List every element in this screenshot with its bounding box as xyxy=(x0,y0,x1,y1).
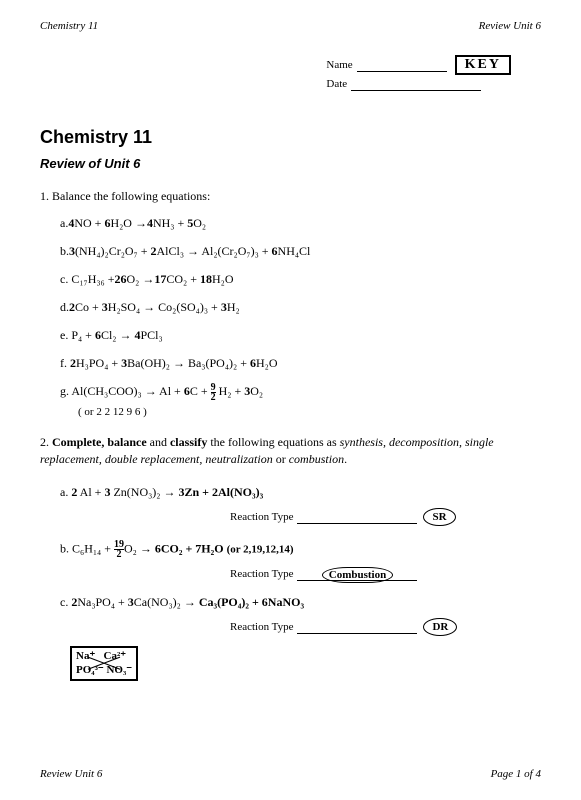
rt-b-answer: Combustion xyxy=(322,567,393,583)
rt-a-answer: SR xyxy=(423,508,455,526)
q2-c: c. 2Na₃PO₄ + 3Ca(NO₃)₂ → Ca₃(PO₄)₂ + 6Na… xyxy=(60,595,541,610)
date-label: Date xyxy=(326,78,347,90)
page-footer: Review Unit 6 Page 1 of 4 xyxy=(40,768,541,780)
cross-icon xyxy=(72,648,136,678)
footer-left: Review Unit 6 xyxy=(40,768,102,780)
rt-c-answer: DR xyxy=(423,618,457,636)
footer-right: Page 1 of 4 xyxy=(491,768,541,780)
eq-d: d.2Co + 3H₂SO₄ → Co₂(SO₄)₃ + 3H₂ xyxy=(60,298,541,316)
eq-c: c. C₁₇H₃₆ +26O₂ →17CO₂ + 18H₂O xyxy=(60,270,541,288)
rt-c: Reaction Type DR xyxy=(230,618,541,636)
name-label: Name xyxy=(326,59,352,71)
q2-prompt: 2. Complete, balance and classify the fo… xyxy=(40,434,541,468)
subtitle: Review of Unit 6 xyxy=(40,156,541,171)
eq-b: b.3(NH₄)₂Cr₂O₇ + 2AlCl₃ → Al₂(Cr₂O₇)₃ + … xyxy=(60,242,541,260)
rt-a: Reaction Type SR xyxy=(230,508,541,526)
header-right: Review Unit 6 xyxy=(479,20,541,32)
q1-prompt: 1. Balance the following equations: xyxy=(40,189,541,204)
eq-a: a.4NO + 6H₂O →4NH₃ + 5O₂ xyxy=(60,214,541,232)
date-field xyxy=(351,77,481,91)
page-header: Chemistry 11 Review Unit 6 xyxy=(40,20,541,32)
q2-b: b. C₆H₁₄ + 192O₂ → 6CO₂ + 7H₂O (or 2,19,… xyxy=(60,540,541,559)
key-box: KEY xyxy=(455,55,511,75)
eq-f: f. 2H₃PO₄ + 3Ba(OH)₂ → Ba₃(PO₄)₂ + 6H₂O xyxy=(60,354,541,372)
name-date-block: Name KEY Date xyxy=(326,55,511,91)
header-left: Chemistry 11 xyxy=(40,20,98,32)
name-field xyxy=(357,58,447,72)
rt-b: Reaction TypeCombustion xyxy=(230,567,541,581)
q1-equations: a.4NO + 6H₂O →4NH₃ + 5O₂ b.3(NH₄)₂Cr₂O₇ … xyxy=(60,214,541,418)
eq-g: g. Al(CH₃COO)₃ → Al + 6C + 92 H₂ + 3O₂ xyxy=(60,382,541,402)
main-title: Chemistry 11 xyxy=(40,127,541,148)
ion-swap-box: Na⁺ Ca²⁺ PO₄³⁻ NO₃⁻ xyxy=(70,646,138,680)
eq-e: e. P₄ + 6Cl₂ → 4PCl₃ xyxy=(60,326,541,344)
q2-a: a. 2 Al + 3 Zn(NO₃)₂ → 3Zn + 2Al(NO₃)₃ xyxy=(60,485,541,500)
eq-g-alt: ( or 2 2 12 9 6 ) xyxy=(78,406,541,418)
